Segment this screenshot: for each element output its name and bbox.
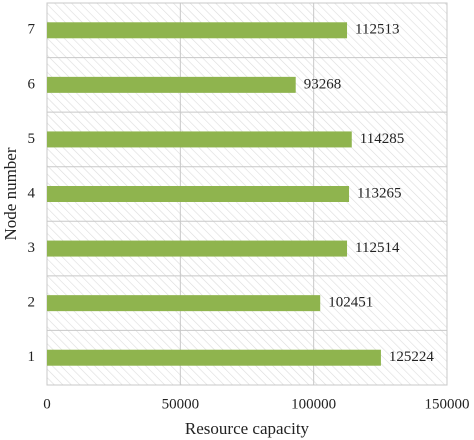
bar	[47, 240, 348, 257]
x-axis-title: Resource capacity	[185, 419, 310, 438]
x-tick-label: 50000	[162, 396, 200, 412]
y-tick-label: 1	[28, 349, 36, 365]
bar	[47, 131, 352, 148]
bar	[47, 186, 350, 202]
y-tick-label: 4	[28, 185, 36, 201]
y-tick-label: 3	[28, 240, 36, 256]
bar	[47, 295, 321, 312]
bar	[47, 76, 296, 93]
y-tick-label: 2	[28, 295, 36, 311]
y-tick-label: 7	[28, 22, 36, 38]
data-label: 112514	[355, 240, 400, 256]
x-tick-label: 0	[43, 396, 51, 412]
data-label: 102451	[328, 295, 373, 311]
data-label: 113265	[357, 185, 401, 201]
y-tick-label: 5	[28, 131, 36, 147]
y-axis-title: Node number	[1, 147, 20, 240]
data-label: 125224	[389, 349, 435, 365]
data-label: 93268	[304, 76, 342, 92]
x-tick-label: 150000	[425, 396, 470, 412]
data-label: 112513	[355, 22, 399, 38]
bar	[47, 349, 381, 366]
data-label: 114285	[360, 131, 404, 147]
x-tick-label: 100000	[291, 396, 336, 412]
bar	[47, 22, 348, 39]
y-tick-label: 6	[28, 76, 36, 92]
